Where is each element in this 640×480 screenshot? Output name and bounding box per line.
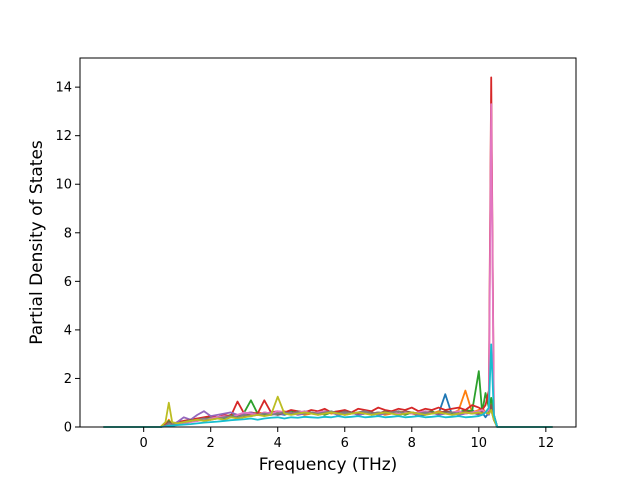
- x-tick-label: 12: [538, 436, 555, 451]
- y-axis-label: Partial Density of States: [27, 140, 47, 345]
- y-tick-label: 4: [64, 323, 72, 338]
- y-axis-ticks: 0 2 4 6 8 10 12 14: [55, 81, 80, 436]
- x-tick-label: 2: [207, 436, 215, 451]
- series-line-4: [103, 76, 553, 428]
- axes-frame: [79, 57, 577, 428]
- series-lines-group: [103, 76, 553, 428]
- x-tick-label: 8: [408, 436, 416, 451]
- x-axis-ticks: 0 2 4 6 8 10 12: [140, 427, 555, 451]
- y-tick-label: 8: [64, 226, 72, 241]
- series-line-9: [103, 395, 553, 428]
- y-tick-label: 0: [64, 421, 72, 436]
- y-tick-label: 2: [64, 372, 72, 387]
- x-tick-label: 10: [471, 436, 488, 451]
- y-tick-label: 12: [55, 129, 72, 144]
- x-tick-label: 4: [274, 436, 282, 451]
- series-line-10: [103, 343, 553, 428]
- y-tick-label: 10: [55, 178, 72, 193]
- x-tick-label: 0: [140, 436, 148, 451]
- y-tick-label: 6: [64, 275, 72, 290]
- y-tick-label: 14: [55, 81, 72, 96]
- x-axis-label: Frequency (THz): [259, 455, 398, 475]
- x-tick-label: 6: [341, 436, 349, 451]
